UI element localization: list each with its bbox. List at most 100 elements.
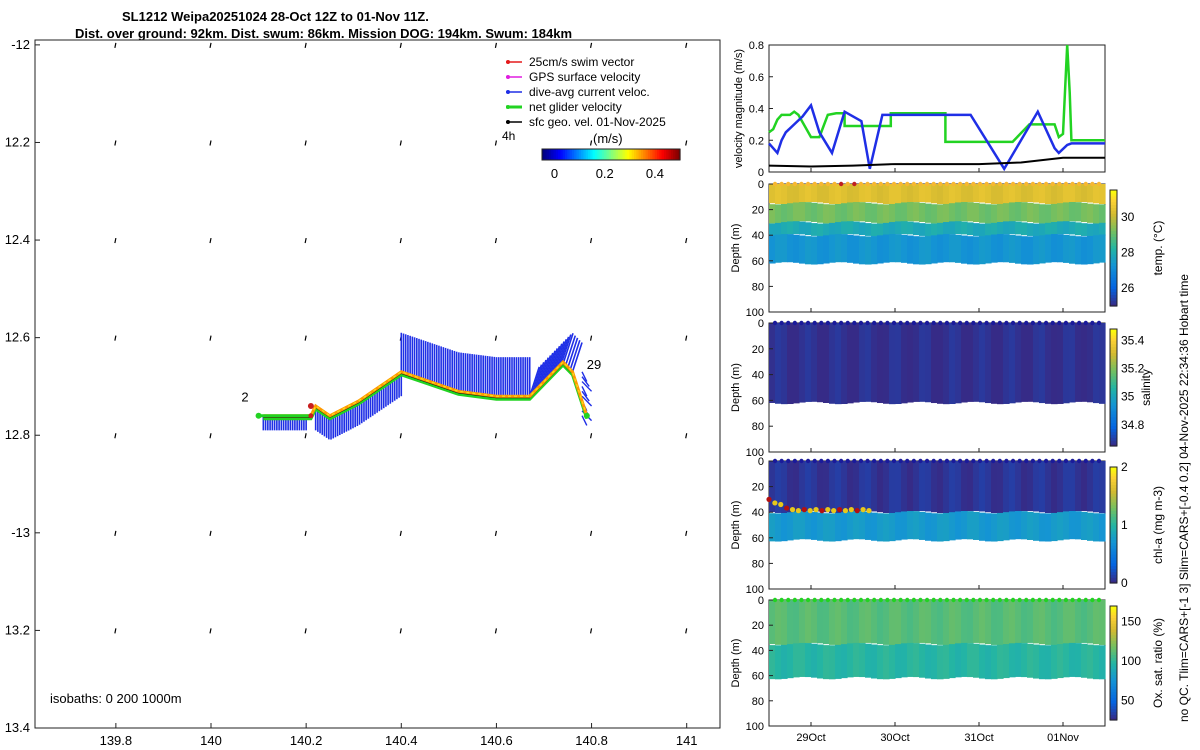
colorbar-cell <box>668 149 672 160</box>
sfc-geo-arrow <box>685 237 688 244</box>
surface-sample-dot <box>858 597 864 603</box>
surface-sample-dot <box>944 181 950 187</box>
section-cell <box>769 204 776 224</box>
section-cell <box>937 204 944 224</box>
surface-sample-dot <box>878 181 883 187</box>
section-cell <box>841 203 848 223</box>
surface-sample-dot <box>1017 181 1022 187</box>
colorbar-cell <box>558 149 561 160</box>
section-cell <box>799 235 806 264</box>
section-cell <box>1093 184 1100 204</box>
sfc-geo-arrow <box>114 237 117 244</box>
surface-sample-dot <box>997 181 1003 187</box>
section-cell <box>1045 204 1052 224</box>
section-cell <box>889 600 896 646</box>
section-cell <box>1021 222 1028 236</box>
section-y-tick-label: 100 <box>746 447 764 459</box>
colorbar-tick-label: 0.2 <box>596 166 614 181</box>
colorbar-cell <box>1110 536 1117 541</box>
section-cell <box>943 323 950 405</box>
sfc-geo-arrow <box>494 335 498 341</box>
section-cell <box>853 221 860 235</box>
surface-sample-dot <box>812 181 817 187</box>
surface-sample-dot <box>1050 181 1055 187</box>
colorbar-cell <box>1110 527 1117 532</box>
surface-sample-dot <box>964 181 969 187</box>
section-cell <box>1039 223 1046 237</box>
section-cell <box>1015 202 1022 222</box>
section-cell <box>1099 222 1106 236</box>
sfc-geo-arrow <box>399 433 402 439</box>
glider-track <box>263 359 589 418</box>
sfc-geo-arrow <box>494 628 498 634</box>
current-vector <box>553 341 565 372</box>
colorbar-cell <box>1110 352 1117 356</box>
current-vector <box>533 362 545 392</box>
section-cell <box>1093 223 1100 237</box>
section-cell <box>1063 600 1070 645</box>
section-cell <box>775 600 782 645</box>
section-cell <box>883 513 890 542</box>
section-cell <box>889 323 896 405</box>
section-cell <box>895 221 902 235</box>
colorbar-cell <box>1110 475 1117 480</box>
colorbar-cell <box>1110 358 1117 362</box>
section-cell <box>991 461 998 514</box>
section-y-label: Depth (m) <box>730 363 742 412</box>
section-cell <box>973 600 980 643</box>
surface-sample-dot <box>805 458 811 464</box>
surface-sample-dot <box>845 320 850 326</box>
current-vector <box>581 381 593 392</box>
section-cell <box>1099 234 1106 263</box>
section-cell <box>1063 643 1070 678</box>
section-cell <box>1069 184 1076 203</box>
section-cell <box>877 513 884 542</box>
surface-sample-dot <box>878 597 883 603</box>
surface-sample-dot <box>832 458 837 464</box>
colorbar-cell <box>1110 416 1117 421</box>
section-cell <box>799 511 806 540</box>
section-cell <box>949 644 956 679</box>
surface-sample-dot <box>845 597 850 603</box>
section-cell <box>805 202 812 222</box>
current-vector <box>544 350 556 381</box>
section-y-tick-label: 20 <box>752 344 764 356</box>
section-cell <box>1075 202 1082 222</box>
section-y-tick-label: 80 <box>752 696 764 708</box>
colorbar-cell <box>1110 372 1117 377</box>
surface-sample-dot <box>865 320 870 326</box>
chl-max-point <box>860 507 866 513</box>
sfc-geo-arrow <box>304 237 307 244</box>
colorbar-cell <box>1110 331 1117 336</box>
section-cell <box>859 600 866 644</box>
section-cell <box>979 203 986 223</box>
colorbar-cell <box>606 149 610 160</box>
section-cell <box>817 512 824 541</box>
chl-max-point <box>784 505 790 511</box>
section-cell <box>997 600 1004 646</box>
section-cell <box>973 184 980 203</box>
sfc-geo-arrow <box>209 628 212 634</box>
colorbar-cell <box>546 149 550 160</box>
surface-sample-dot <box>1070 458 1075 464</box>
section-cell <box>1051 323 1058 405</box>
section-cell <box>847 461 854 513</box>
surface-sample-dot <box>1024 181 1029 187</box>
section-cell <box>871 644 878 679</box>
current-vector <box>542 352 554 383</box>
surface-sample-dot <box>891 597 897 603</box>
colorbar-cell <box>1110 256 1117 261</box>
section-cell <box>961 600 968 644</box>
surface-sample-dot <box>997 320 1003 326</box>
surface-sample-dot <box>858 320 864 326</box>
velocity-panel: 0 0.2 0.4 0.6 0.8 velocity magnitude (m/s) <box>733 40 1106 179</box>
sfc-geo-arrow <box>685 335 688 341</box>
section-cell <box>775 204 782 224</box>
section-cell <box>883 184 890 205</box>
section-cell <box>1057 221 1064 235</box>
current-vector <box>581 395 593 407</box>
surface-sample-dot <box>1043 458 1049 464</box>
surface-sample-dot <box>871 458 877 464</box>
colorbar-cell <box>654 149 658 160</box>
